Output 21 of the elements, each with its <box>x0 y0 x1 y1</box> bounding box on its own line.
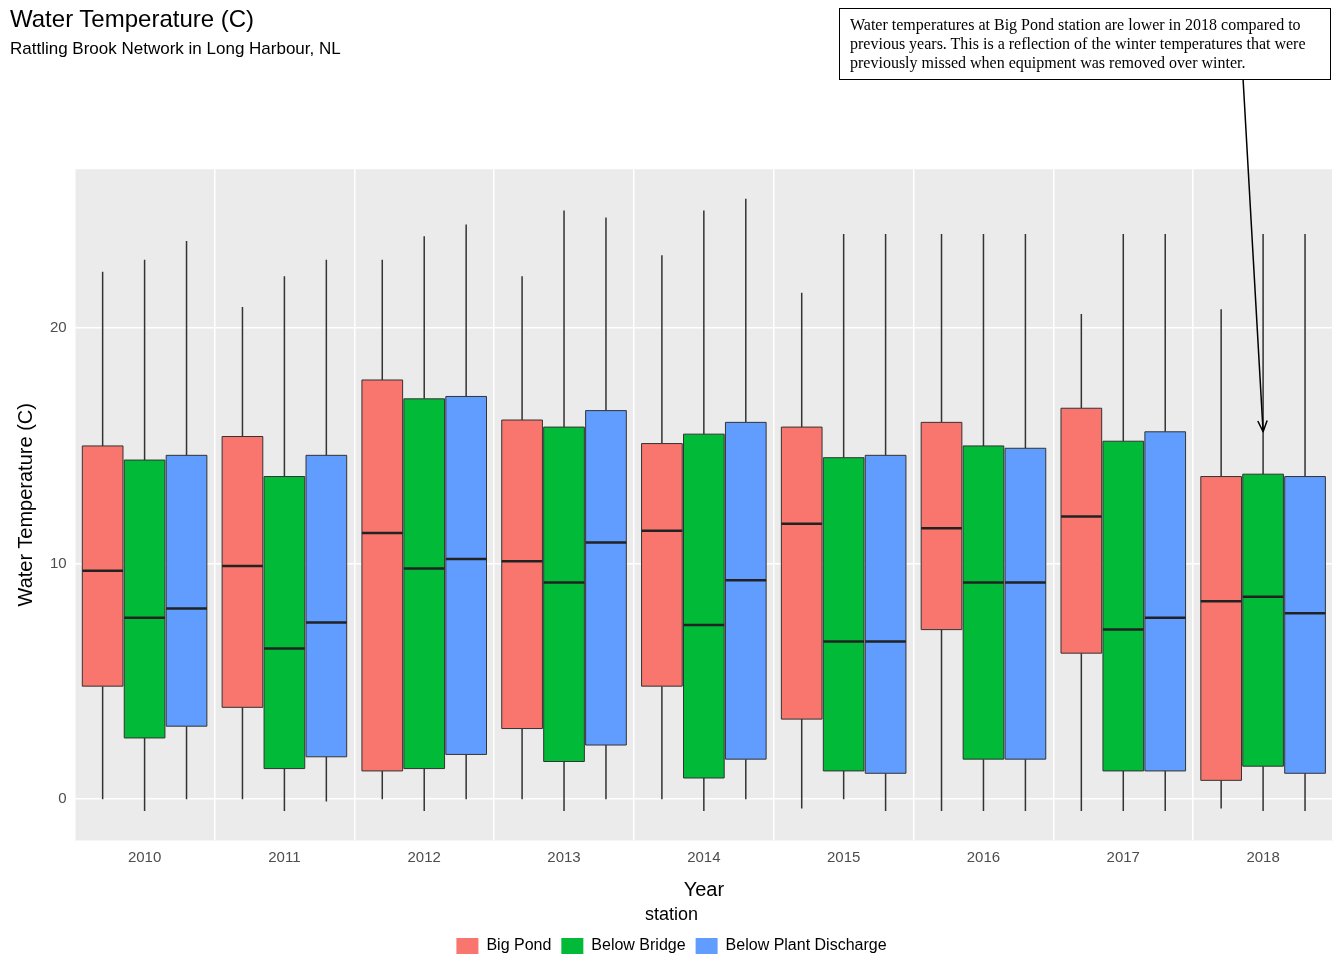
x-tick-label: 2010 <box>127 847 162 865</box>
x-axis-title: Year <box>683 877 725 900</box>
legend-label: Below Plant Discharge <box>725 936 887 954</box>
legend-label: Below Bridge <box>591 936 686 954</box>
x-tick-label: 2011 <box>268 847 301 865</box>
y-tick-label: 20 <box>50 318 67 336</box>
x-tick-label: 2017 <box>1106 847 1140 865</box>
chart-subtitle: Rattling Brook Network in Long Harbour, NL <box>10 38 341 58</box>
legend-title: station <box>644 904 699 925</box>
x-tick-label: 2018 <box>1246 847 1280 865</box>
x-tick-label: 2014 <box>687 847 721 865</box>
chart-title: Water Temperature (C) <box>10 5 255 33</box>
y-tick-label: 10 <box>50 553 67 571</box>
x-tick-label: 2015 <box>826 847 861 865</box>
y-tick-label: 0 <box>58 789 67 807</box>
x-tick-label: 2012 <box>407 847 441 865</box>
x-tick-label: 2016 <box>966 847 1001 865</box>
x-tick-label: 2013 <box>547 847 581 865</box>
y-axis-title: Water Temperature (C) <box>13 403 36 607</box>
legend-label: Big Pond <box>486 936 552 954</box>
annotation: Water temperatures at Big Pond station are lower in 2018 compared to previous years. This is a reflection of the winter temperatures that were previously missed when equipment was removed over winter. <box>839 8 1331 80</box>
